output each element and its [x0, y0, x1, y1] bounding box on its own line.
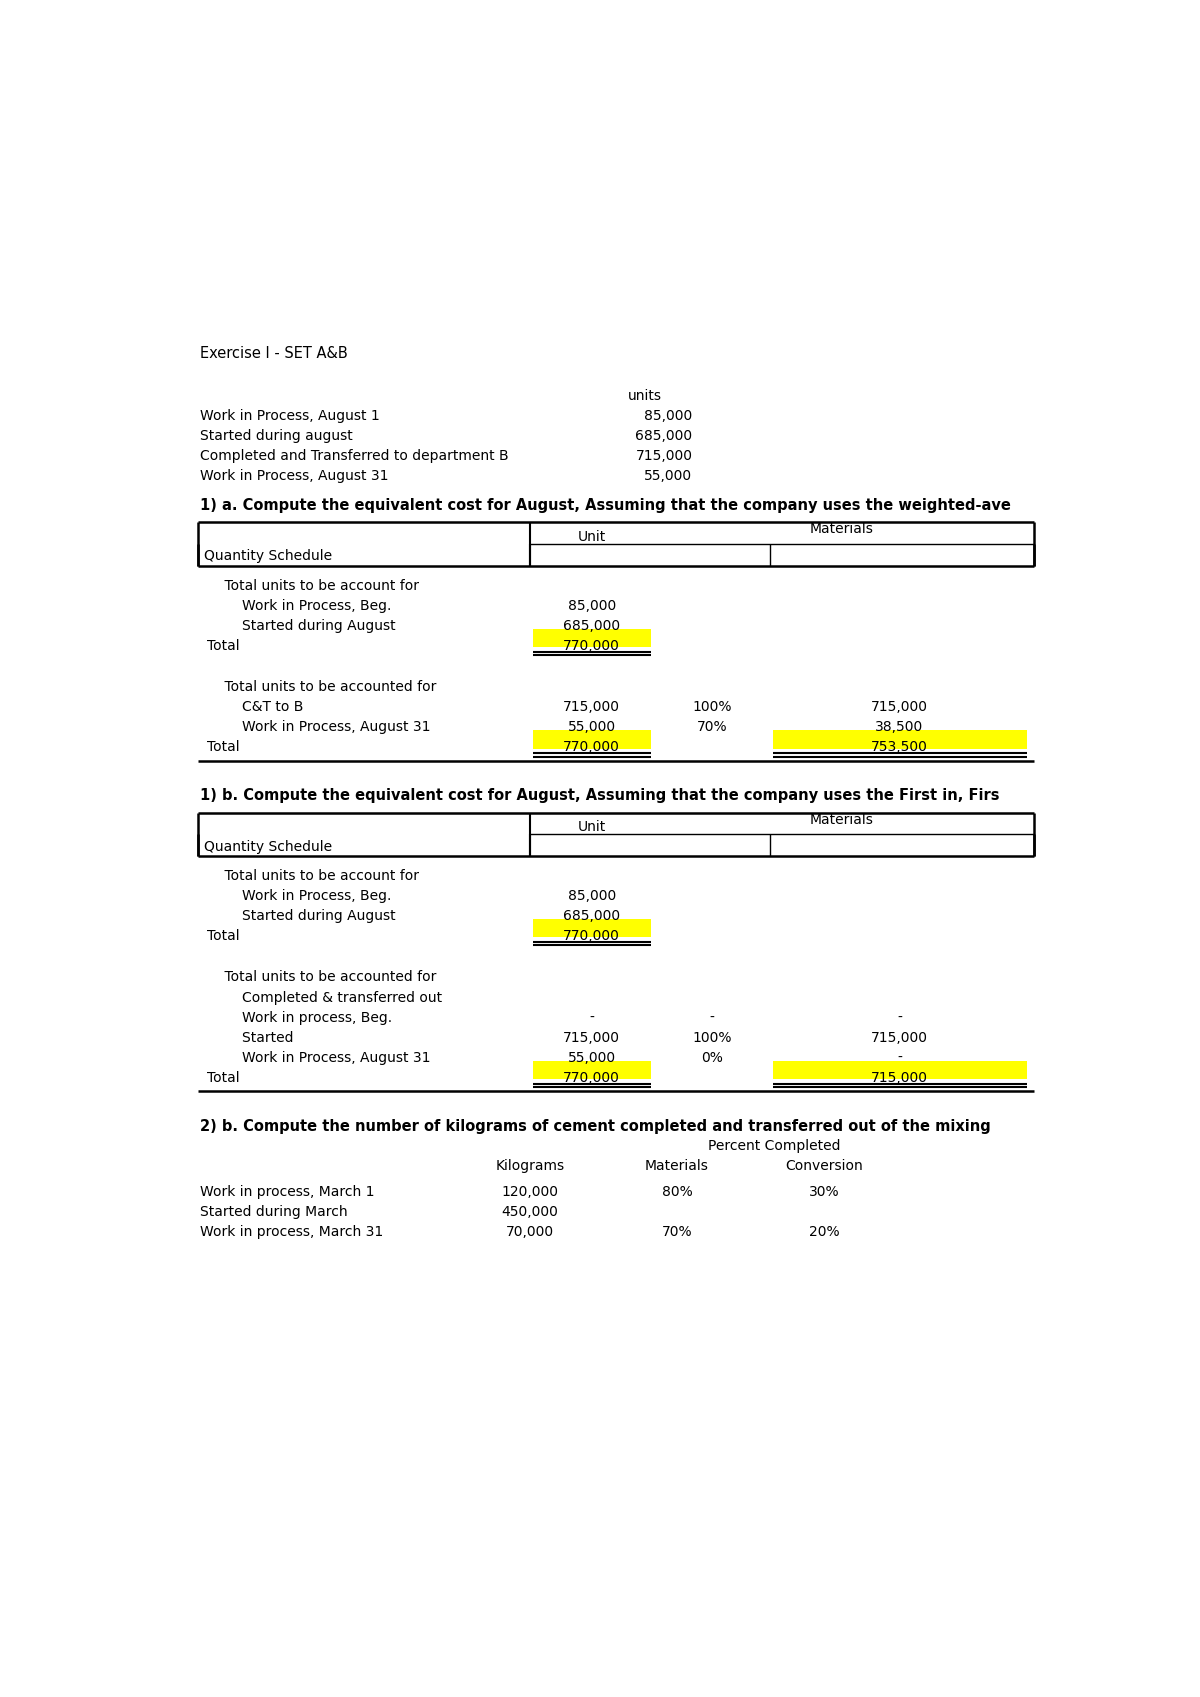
- Text: 715,000: 715,000: [871, 1071, 928, 1084]
- Text: 85,000: 85,000: [568, 599, 616, 613]
- Text: units: units: [628, 389, 661, 404]
- Text: 20%: 20%: [809, 1225, 840, 1239]
- Text: 1) b. Compute the equivalent cost for August, Assuming that the company uses the: 1) b. Compute the equivalent cost for Au…: [200, 789, 1000, 803]
- Text: Materials: Materials: [809, 523, 874, 536]
- Text: Work in Process, August 31: Work in Process, August 31: [208, 1050, 431, 1064]
- Text: 55,000: 55,000: [568, 1050, 616, 1064]
- Text: 85,000: 85,000: [644, 409, 692, 423]
- Text: Work in Process, Beg.: Work in Process, Beg.: [208, 889, 391, 903]
- Text: Total: Total: [208, 740, 240, 753]
- Text: 685,000: 685,000: [563, 619, 620, 633]
- Text: Materials: Materials: [646, 1159, 709, 1173]
- Text: 70,000: 70,000: [505, 1225, 554, 1239]
- Text: 715,000: 715,000: [636, 450, 692, 463]
- Bar: [533, 1061, 650, 1079]
- Text: 715,000: 715,000: [563, 1030, 620, 1045]
- Text: 38,500: 38,500: [875, 720, 924, 735]
- Text: 85,000: 85,000: [568, 889, 616, 903]
- Text: Conversion: Conversion: [785, 1159, 863, 1173]
- Text: 753,500: 753,500: [871, 740, 928, 753]
- Text: Work in Process, August 31: Work in Process, August 31: [208, 720, 431, 735]
- Text: Total units to be account for: Total units to be account for: [208, 579, 419, 592]
- Text: -: -: [896, 1010, 902, 1025]
- Text: 715,000: 715,000: [563, 701, 620, 714]
- Text: Total: Total: [208, 928, 240, 944]
- Text: 30%: 30%: [809, 1185, 840, 1200]
- Text: 55,000: 55,000: [644, 468, 692, 484]
- Text: Work in Process, August 31: Work in Process, August 31: [200, 468, 389, 484]
- Text: Completed & transferred out: Completed & transferred out: [208, 991, 443, 1005]
- Text: 70%: 70%: [696, 720, 727, 735]
- Text: Materials: Materials: [809, 813, 874, 826]
- Text: 55,000: 55,000: [568, 720, 616, 735]
- Text: Unit: Unit: [577, 820, 606, 835]
- Text: Work in Process, Beg.: Work in Process, Beg.: [208, 599, 391, 613]
- Text: Started during august: Started during august: [200, 429, 353, 443]
- Text: 2) b. Compute the number of kilograms of cement completed and transferred out of: 2) b. Compute the number of kilograms of…: [200, 1118, 991, 1134]
- Text: Quantity Schedule: Quantity Schedule: [204, 550, 332, 563]
- Text: Unit: Unit: [577, 529, 606, 545]
- Text: Total: Total: [208, 638, 240, 653]
- Text: Quantity Schedule: Quantity Schedule: [204, 840, 332, 854]
- Text: 0%: 0%: [701, 1050, 722, 1064]
- Text: 715,000: 715,000: [871, 701, 928, 714]
- Text: Total units to be accounted for: Total units to be accounted for: [208, 680, 437, 694]
- Text: 100%: 100%: [692, 701, 732, 714]
- Bar: [533, 628, 650, 647]
- Text: 770,000: 770,000: [563, 928, 620, 944]
- Text: Work in process, Beg.: Work in process, Beg.: [208, 1010, 392, 1025]
- Text: 120,000: 120,000: [502, 1185, 558, 1200]
- Text: Started during August: Started during August: [208, 910, 396, 923]
- Text: -: -: [896, 1050, 902, 1064]
- Text: Kilograms: Kilograms: [496, 1159, 564, 1173]
- Text: Started during March: Started during March: [200, 1205, 348, 1220]
- Text: 100%: 100%: [692, 1030, 732, 1045]
- Text: Percent Completed: Percent Completed: [708, 1139, 840, 1154]
- Text: Completed and Transferred to department B: Completed and Transferred to department …: [200, 450, 509, 463]
- Text: -: -: [589, 1010, 594, 1025]
- Text: Total units to be accounted for: Total units to be accounted for: [208, 971, 437, 984]
- Bar: [773, 730, 1026, 748]
- Bar: [533, 730, 650, 748]
- Text: 715,000: 715,000: [871, 1030, 928, 1045]
- Text: 770,000: 770,000: [563, 1071, 620, 1084]
- Bar: [773, 1061, 1026, 1079]
- Text: Work in process, March 31: Work in process, March 31: [200, 1225, 384, 1239]
- Text: Started: Started: [208, 1030, 294, 1045]
- Text: 80%: 80%: [661, 1185, 692, 1200]
- Text: Total units to be account for: Total units to be account for: [208, 869, 419, 882]
- Text: Started during August: Started during August: [208, 619, 396, 633]
- Text: Total: Total: [208, 1071, 240, 1084]
- Text: 770,000: 770,000: [563, 638, 620, 653]
- Text: 770,000: 770,000: [563, 740, 620, 753]
- Text: 685,000: 685,000: [635, 429, 692, 443]
- Text: Exercise I - SET A&B: Exercise I - SET A&B: [200, 346, 348, 361]
- Text: C&T to B: C&T to B: [208, 701, 304, 714]
- Bar: [533, 920, 650, 937]
- Text: 685,000: 685,000: [563, 910, 620, 923]
- Text: 70%: 70%: [661, 1225, 692, 1239]
- Text: 1) a. Compute the equivalent cost for August, Assuming that the company uses the: 1) a. Compute the equivalent cost for Au…: [200, 497, 1012, 512]
- Text: -: -: [709, 1010, 714, 1025]
- Text: Work in process, March 1: Work in process, March 1: [200, 1185, 374, 1200]
- Text: 450,000: 450,000: [502, 1205, 558, 1220]
- Text: Work in Process, August 1: Work in Process, August 1: [200, 409, 380, 423]
